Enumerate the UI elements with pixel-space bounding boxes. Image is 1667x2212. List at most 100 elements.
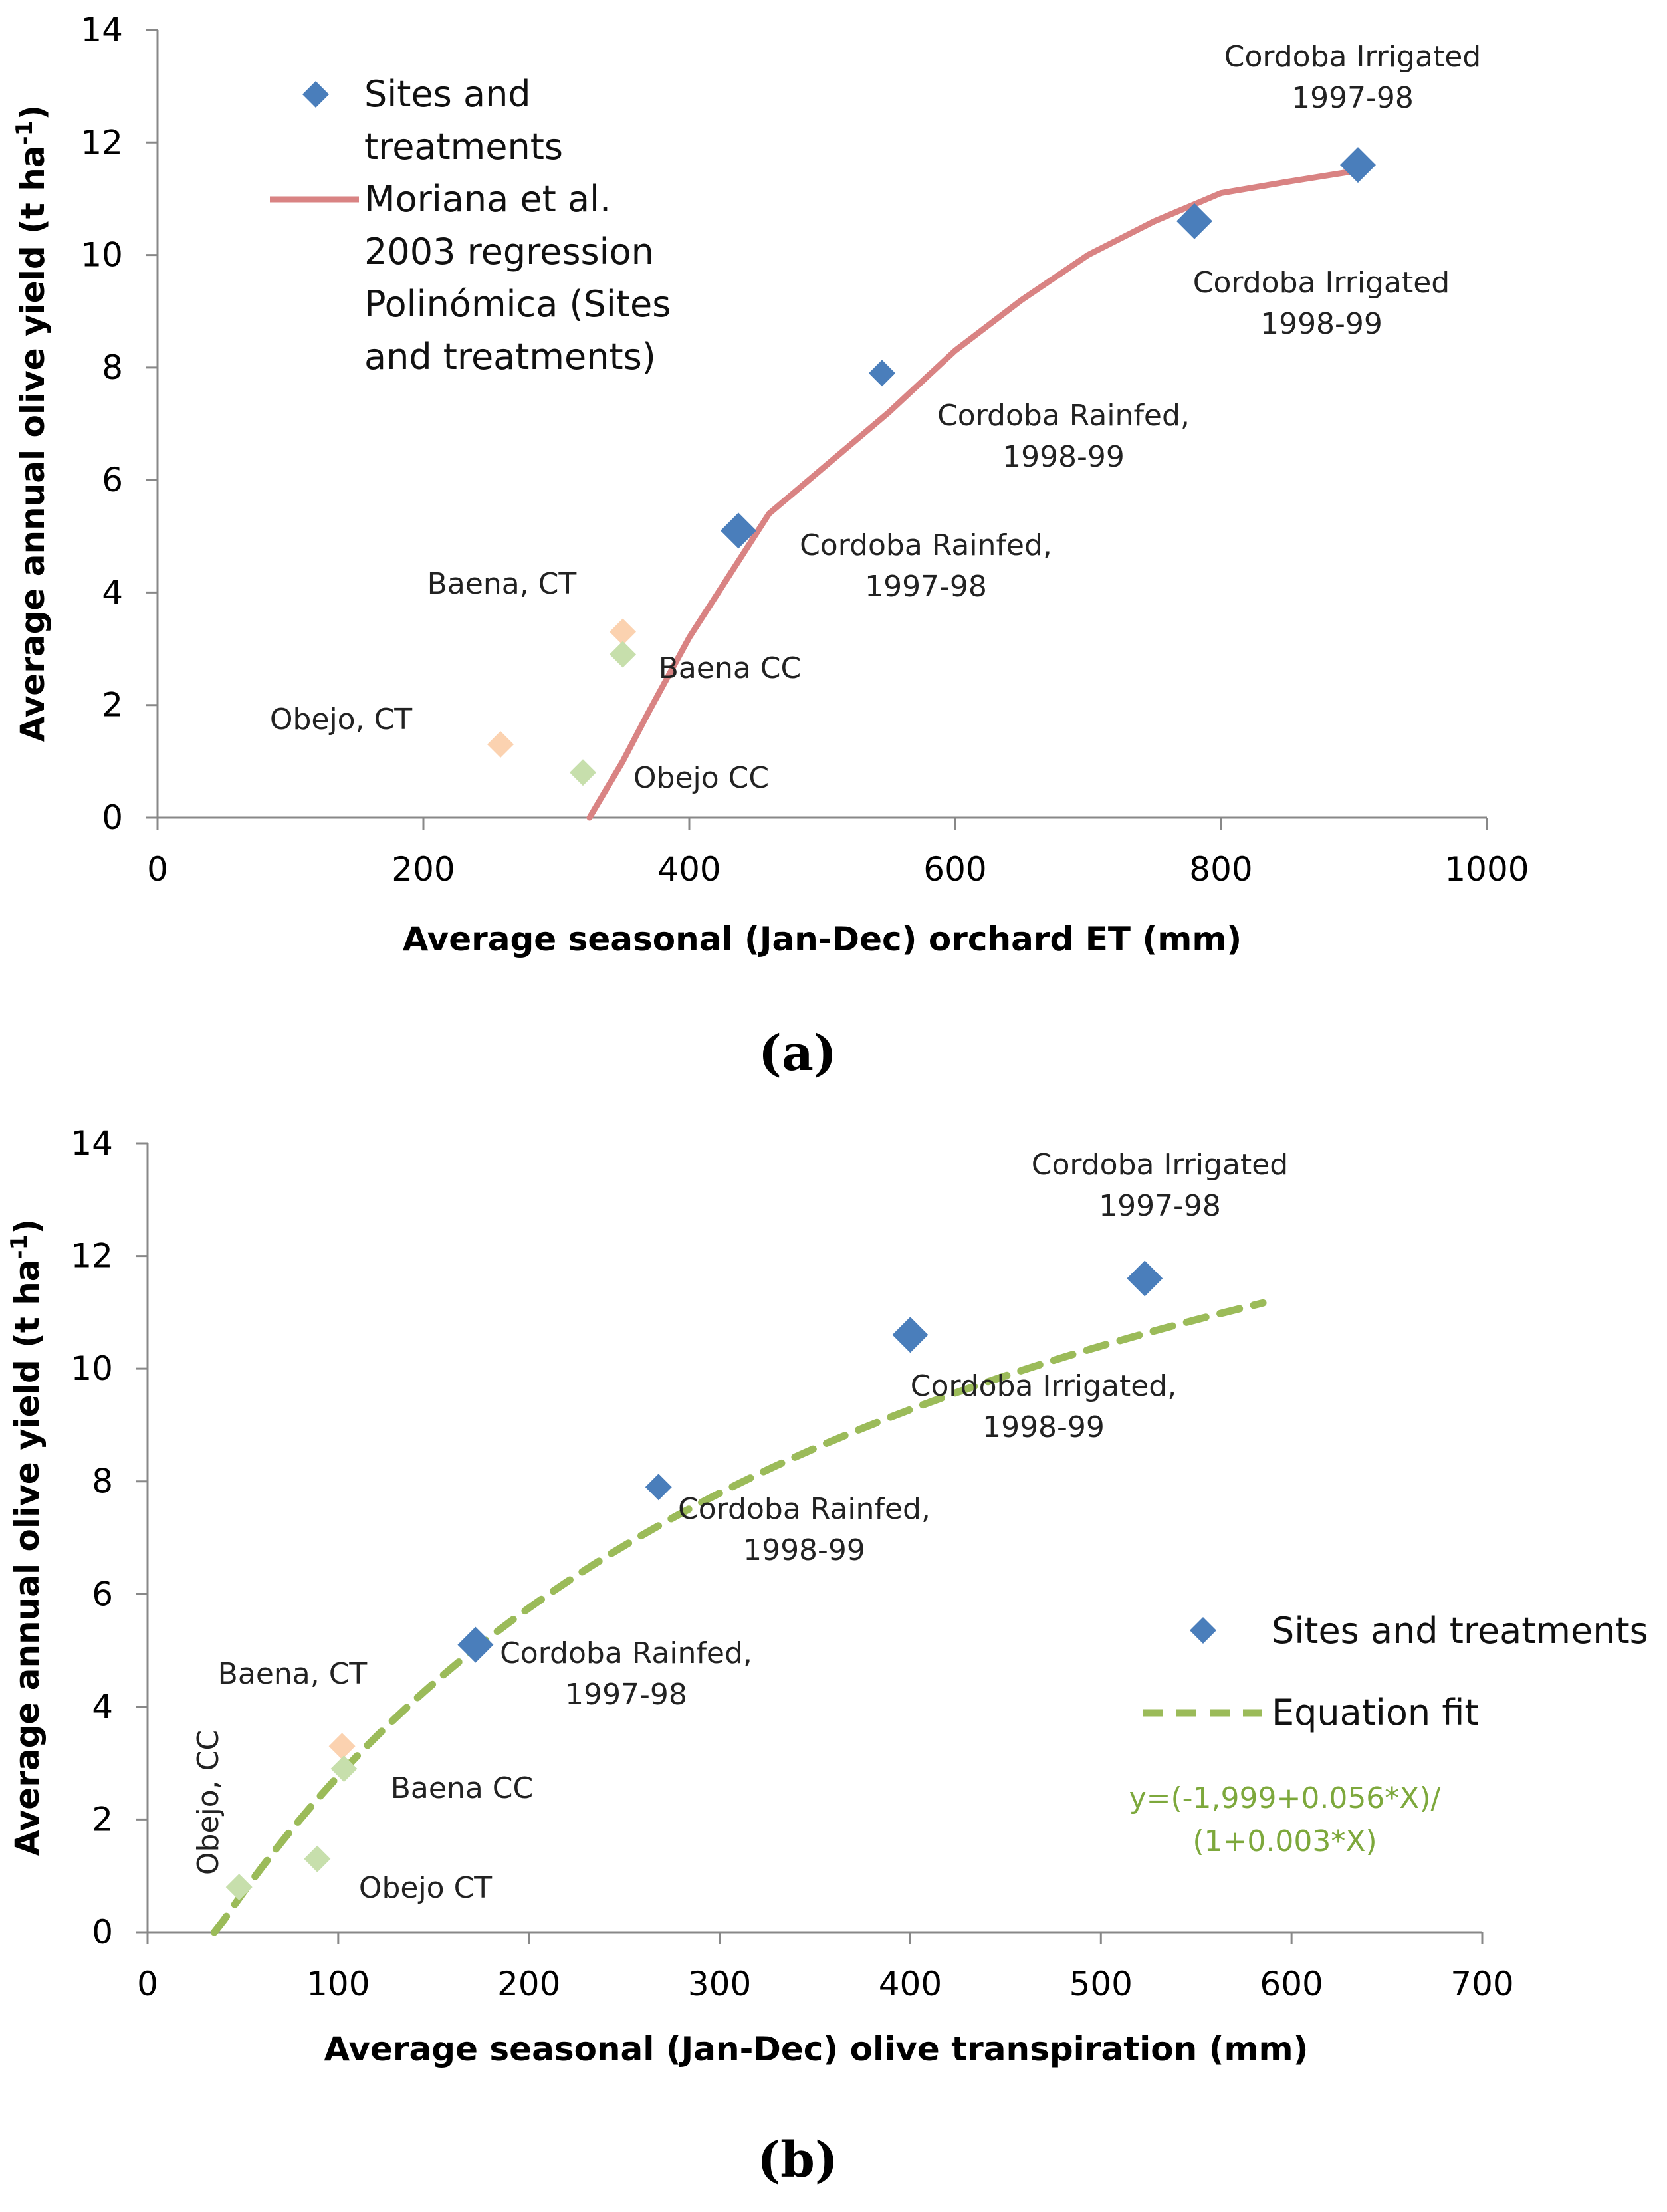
legend-marker-diamond <box>1190 1617 1216 1644</box>
annotation-cordoba-irrigated-9899-line: 1998-99 <box>982 1410 1105 1444</box>
x-tick-label: 500 <box>1069 1965 1133 2003</box>
y-tick-label: 10 <box>80 236 123 275</box>
legend-entry-text: 2003 regression <box>364 231 654 273</box>
annotation-cordoba-rainfed-9899: Cordoba Rainfed, 1998-99 <box>678 1492 931 1567</box>
annotation-cordoba-rainfed-9798-line: Cordoba Rainfed, <box>500 1636 752 1670</box>
y-tick-label: 0 <box>92 1913 113 1951</box>
chart-panel-b: 0 2 4 6 8 10 12 14 0 100 200 300 400 500 600 700 Average… <box>6 1124 1648 2189</box>
x-tick-label: 200 <box>391 850 455 889</box>
y-tick-label: 8 <box>102 348 123 387</box>
y-tick-label: 12 <box>80 123 123 162</box>
data-point-site <box>645 1474 672 1501</box>
x-tick-label: 200 <box>497 1965 560 2003</box>
annotation-cordoba-irrigated-9899-line: Cordoba Irrigated, <box>911 1369 1176 1403</box>
annotation-baena-ct: Baena, CT <box>218 1657 368 1691</box>
annotation-obejo-cc-line: Obejo CC <box>633 761 769 795</box>
equation-text-line: (1+0.003*X) <box>1192 1825 1377 1858</box>
x-tick-label: 100 <box>306 1965 370 2003</box>
annotation-cordoba-rainfed-9798-line: 1997-98 <box>865 570 987 604</box>
x-tick-label: 1000 <box>1444 850 1529 889</box>
annotation-baena-cc: Baena CC <box>659 651 802 685</box>
y-axis-label-main: Average annual olive yield (t ha <box>13 145 52 742</box>
fit-curve <box>586 167 1361 821</box>
y-axis-label-sup: -1 <box>6 1234 33 1260</box>
annotation-cordoba-rainfed-9899-line: 1998-99 <box>743 1533 865 1567</box>
annotation-cordoba-rainfed-9899: Cordoba Rainfed, 1998-99 <box>937 399 1190 474</box>
data-point-site <box>1340 147 1376 183</box>
fit-curve <box>210 1299 1267 1936</box>
legend-entry-text: treatments <box>364 126 563 167</box>
annotation-cordoba-irrigated-9798-line: Cordoba Irrigated <box>1032 1148 1288 1182</box>
legend: Sites and treatments Moriana et al. 2003 re… <box>270 73 671 378</box>
annotation-cordoba-rainfed-9798-line: 1997-98 <box>565 1678 687 1712</box>
y-tick-label: 10 <box>70 1349 113 1388</box>
annotation-baena-cc-line: Baena CC <box>391 1771 534 1805</box>
annotation-cordoba-rainfed-9899-line: 1998-99 <box>1002 440 1125 474</box>
annotation-obejo-ct-line: Obejo CT <box>359 1871 492 1905</box>
annotation-obejo-ct: Obejo, CT <box>270 703 412 736</box>
x-tick-label: 800 <box>1189 850 1252 889</box>
chart-panel-a: 0 2 4 6 8 10 12 14 0 200 400 600 800 1000 Average seas… <box>11 11 1529 1082</box>
x-tick-label: 600 <box>923 850 986 889</box>
annotation-baena-ct-line: Baena, CT <box>427 567 577 601</box>
annotation-cordoba-irrigated-9899-line: 1998-99 <box>1260 307 1383 341</box>
legend-entry-text: Sites and <box>364 73 531 115</box>
y-tick-label: 14 <box>80 11 123 49</box>
y-axis-label-end: ) <box>13 105 52 120</box>
x-tick-label: 0 <box>137 1965 158 2003</box>
annotation-baena-cc-line: Baena CC <box>659 651 802 685</box>
x-axis-label: Average seasonal (Jan-Dec) olive transpi… <box>324 2030 1308 2068</box>
data-point-site <box>1127 1260 1163 1297</box>
annotation-cordoba-irrigated-9899-line: Cordoba Irrigated <box>1193 266 1450 300</box>
y-tick-label: 8 <box>92 1462 113 1501</box>
data-point-ct <box>487 730 514 758</box>
legend-entry-text: Equation fit <box>1272 1692 1479 1733</box>
x-tick-label: 400 <box>879 1965 942 2003</box>
annotation-cordoba-rainfed-9798: Cordoba Rainfed, 1997-98 <box>800 528 1052 604</box>
x-tick-label: 0 <box>147 850 168 889</box>
data-point-ct <box>328 1733 356 1760</box>
annotation-cordoba-rainfed-9798: Cordoba Rainfed, 1997-98 <box>500 1636 752 1712</box>
annotation-obejo-cc: Obejo, CC <box>191 1730 225 1875</box>
data-point-ct <box>610 618 636 645</box>
data-point-site <box>892 1317 929 1353</box>
legend-marker-diamond <box>302 81 329 108</box>
y-tick-label: 2 <box>92 1800 113 1838</box>
annotation-baena-ct: Baena, CT <box>427 567 577 601</box>
data-point-cc <box>304 1845 331 1872</box>
annotation-cordoba-irrigated-9798-line: Cordoba Irrigated <box>1224 40 1481 74</box>
y-axis-label: Average annual olive yield (t ha-1) <box>6 1219 47 1856</box>
annotation-baena-ct-line: Baena, CT <box>218 1657 368 1691</box>
data-point-cc <box>570 759 596 786</box>
y-tick-label: 6 <box>92 1575 113 1613</box>
annotation-cordoba-irrigated-9798: Cordoba Irrigated 1997-98 <box>1224 40 1481 115</box>
panel-label: (b) <box>757 2132 838 2189</box>
annotation-cordoba-irrigated-9899: Cordoba Irrigated 1998-99 <box>1193 266 1450 341</box>
equation-text: y=(-1,999+0.056*X)/ (1+0.003*X) <box>1129 1781 1441 1858</box>
data-point-site <box>457 1626 494 1663</box>
y-axis-label: Average annual olive yield (t ha-1) <box>11 105 52 742</box>
y-axis-label-end: ) <box>8 1219 47 1234</box>
data-point-site <box>721 512 756 549</box>
y-tick-label: 0 <box>102 798 123 837</box>
panel-label: (a) <box>758 1025 837 1082</box>
y-axis-label-sup: -1 <box>11 120 38 146</box>
annotation-cordoba-irrigated-9798: Cordoba Irrigated 1997-98 <box>1032 1148 1288 1223</box>
equation-text-line: y=(-1,999+0.056*X)/ <box>1129 1781 1441 1815</box>
y-tick-label: 2 <box>102 686 123 724</box>
legend-entry-text: and treatments) <box>364 336 656 378</box>
legend-entry-text: Sites and treatments <box>1272 1610 1648 1652</box>
annotation-baena-cc: Baena CC <box>391 1771 534 1805</box>
data-point-cc <box>330 1755 358 1783</box>
annotation-cordoba-rainfed-9899-line: Cordoba Rainfed, <box>678 1492 931 1526</box>
annotation-obejo-ct: Obejo CT <box>359 1871 492 1905</box>
y-tick-label: 12 <box>70 1237 113 1275</box>
legend-entry-text: Moriana et al. <box>364 178 611 220</box>
data-point-site <box>1176 203 1212 239</box>
legend: Sites and treatments Equation fit <box>1143 1610 1648 1733</box>
y-axis-label-main: Average annual olive yield (t ha <box>8 1259 47 1856</box>
y-tick-label: 14 <box>70 1124 113 1162</box>
x-axis-label: Average seasonal (Jan-Dec) orchard ET (m… <box>403 920 1242 958</box>
x-tick-label: 400 <box>657 850 721 889</box>
